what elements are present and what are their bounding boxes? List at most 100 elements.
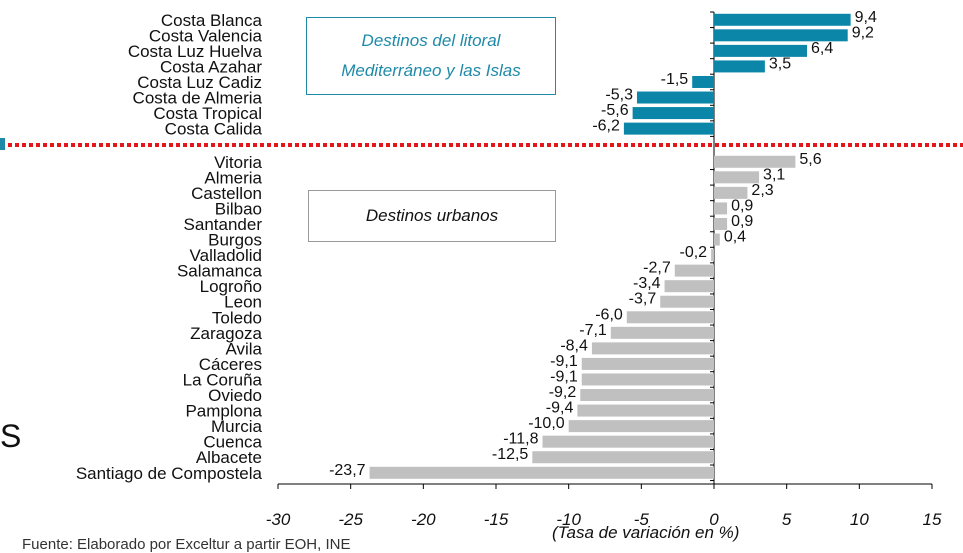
x-tick-label: -10 [556, 510, 581, 529]
category-label: Vitoria [214, 153, 262, 172]
bar [610, 326, 714, 339]
category-label: Costa Azahar [160, 57, 262, 76]
x-tick-label: 10 [850, 510, 869, 529]
category-label: Cuenca [203, 433, 262, 452]
bar [542, 435, 714, 448]
category-label: Santiago de Compostela [76, 464, 263, 483]
value-label: -0,2 [680, 244, 708, 261]
x-tick-label: 5 [782, 510, 792, 529]
category-label: Costa Calida [165, 120, 263, 139]
value-label: 6,4 [811, 40, 833, 57]
category-label: Cáceres [199, 355, 262, 374]
urbano-annotation-box: Destinos urbanos [308, 190, 556, 242]
value-label: -9,1 [550, 368, 578, 385]
category-label: Albacete [196, 448, 262, 467]
value-label: -3,4 [633, 275, 661, 292]
bar [532, 451, 714, 464]
value-label: 9,4 [855, 9, 877, 26]
category-label: Zaragoza [190, 324, 262, 343]
category-label: Leon [224, 293, 262, 312]
bar [692, 75, 714, 88]
bar [581, 373, 714, 386]
cropped-letter: S [0, 418, 22, 454]
urbano-annotation-text: Destinos urbanos [365, 206, 499, 225]
value-label: -12,5 [492, 446, 529, 463]
value-label: -9,2 [549, 384, 577, 401]
category-label: Costa Luz Huelva [128, 42, 263, 61]
category-label: Logroño [200, 277, 262, 296]
value-label: -1,5 [661, 71, 689, 88]
bar [623, 122, 714, 135]
category-label: Costa Valencia [149, 26, 263, 45]
bar [714, 171, 760, 184]
litoral-annotation-box: Destinos del litoral Mediterráneo y las … [306, 17, 556, 95]
bar [714, 13, 851, 26]
bar [581, 357, 714, 370]
category-label: Costa Tropical [153, 104, 262, 123]
x-tick-label: -15 [484, 510, 509, 529]
category-label: Almeria [204, 168, 262, 187]
category-label: Valladolid [190, 246, 262, 265]
value-label: 5,6 [799, 151, 821, 168]
bar [664, 280, 714, 293]
category-label: Murcia [211, 417, 263, 436]
litoral-annotation-line1: Destinos del litoral [361, 31, 501, 50]
bar [626, 311, 714, 324]
value-label: 0,4 [724, 229, 746, 246]
value-label: 3,5 [769, 55, 791, 72]
source-note: Fuente: Elaborado por Exceltur a partir … [22, 536, 351, 553]
value-label: 0,9 [731, 197, 753, 214]
bar [369, 466, 714, 479]
bar [714, 29, 848, 42]
bar [714, 44, 808, 57]
category-label: Santander [184, 215, 263, 234]
value-label: -8,4 [560, 337, 588, 354]
category-label: Burgos [208, 231, 262, 250]
x-tick-label: 15 [923, 510, 942, 529]
category-label: Salamanca [177, 262, 263, 281]
value-label: 0,9 [731, 213, 753, 230]
bar [711, 249, 714, 262]
x-tick-label: -20 [411, 510, 436, 529]
category-label: Castellon [191, 184, 262, 203]
value-label: 2,3 [751, 182, 773, 199]
category-label: Costa Luz Cadiz [137, 73, 262, 92]
category-label: Costa Blanca [161, 11, 263, 30]
category-label: Avila [225, 339, 262, 358]
bar [714, 186, 748, 199]
x-tick-label: -25 [338, 510, 363, 529]
bar [591, 342, 714, 355]
x-axis-label: (Tasa de variación en %) [552, 523, 740, 542]
bar [714, 233, 720, 246]
value-label: -3,7 [629, 291, 657, 308]
value-label: -9,4 [546, 400, 574, 417]
value-label: 9,2 [852, 24, 874, 41]
value-label: -23,7 [329, 462, 366, 479]
bar [714, 202, 728, 215]
value-label: -6,2 [592, 118, 620, 135]
bar [674, 264, 714, 277]
bar [660, 295, 714, 308]
bar [714, 155, 796, 168]
bar [632, 107, 714, 120]
value-label: 3,1 [763, 166, 785, 183]
bar [636, 91, 714, 104]
category-label: Bilbao [215, 199, 262, 218]
x-tick-label: -5 [634, 510, 650, 529]
value-label: -2,7 [643, 260, 671, 277]
category-label: Oviedo [208, 386, 262, 405]
value-label: -11,8 [503, 431, 538, 448]
category-label: La Coruña [183, 370, 263, 389]
x-tick-label: -30 [266, 510, 291, 529]
bar [580, 389, 714, 402]
edge-marker [0, 138, 5, 150]
value-label: -9,1 [550, 353, 578, 370]
value-label: -7,1 [579, 322, 607, 339]
bar [714, 217, 728, 230]
category-label: Toledo [212, 308, 262, 327]
value-label: -6,0 [595, 306, 623, 323]
bar [714, 60, 765, 73]
category-label: Costa de Almeria [133, 89, 263, 108]
x-tick-label: 0 [709, 510, 719, 529]
